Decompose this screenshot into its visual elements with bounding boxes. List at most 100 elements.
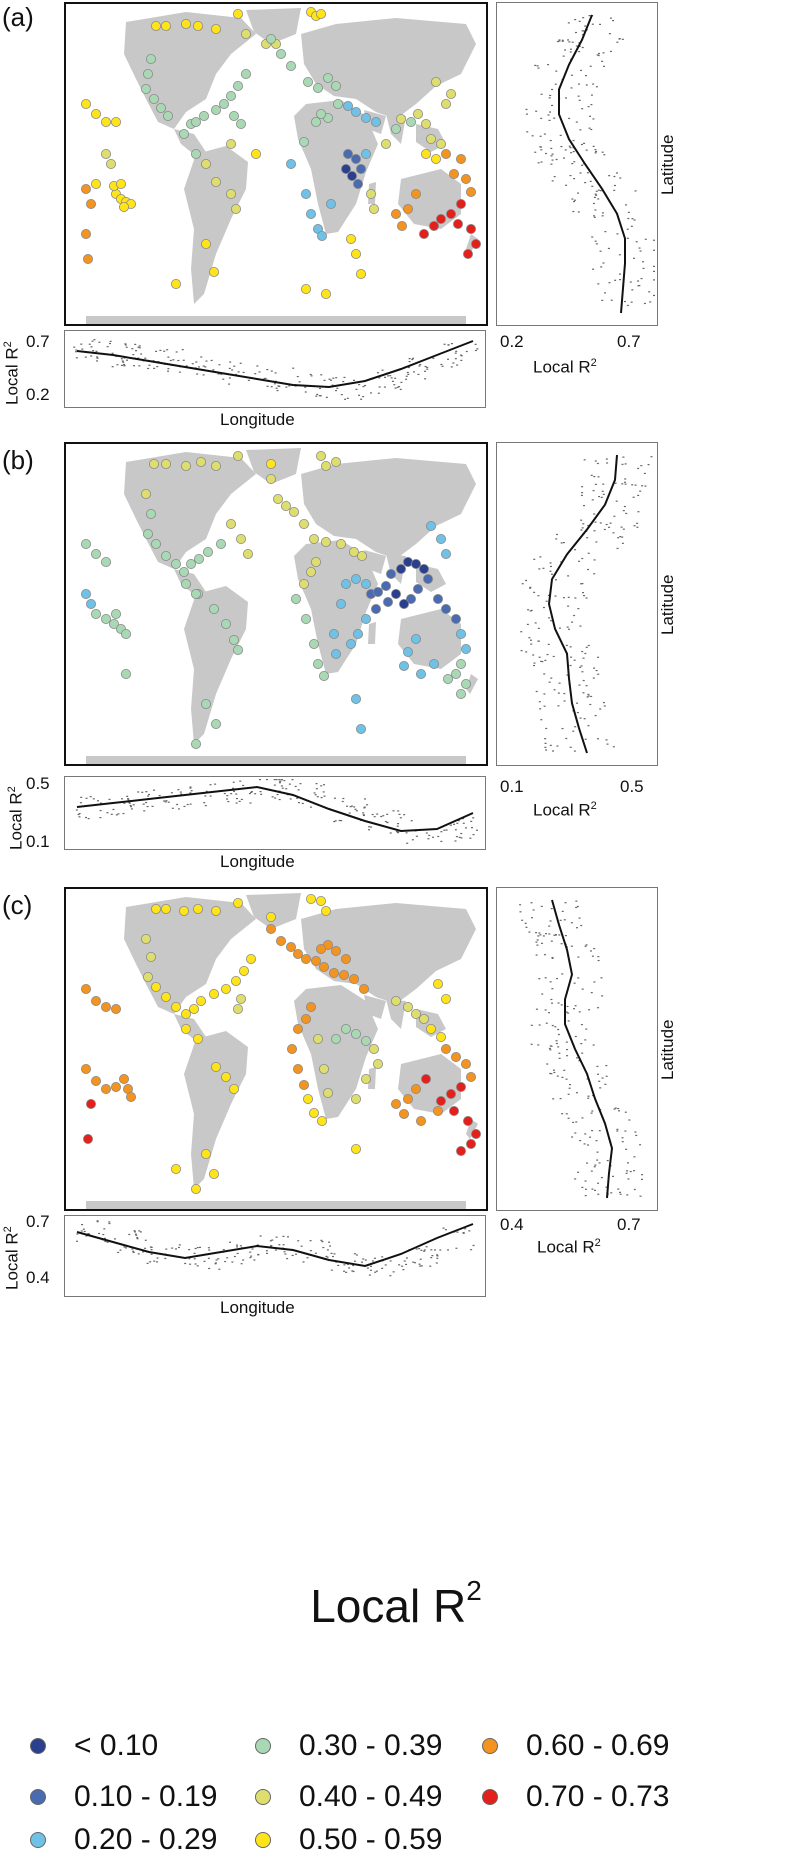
site-point bbox=[412, 109, 423, 120]
scatter-dot bbox=[587, 552, 590, 554]
scatter-dot bbox=[619, 177, 622, 179]
scatter-dot bbox=[352, 1264, 355, 1267]
bottom-tick-bottom-b: 0.1 bbox=[26, 832, 50, 851]
site-point bbox=[448, 168, 459, 179]
scatter-dot bbox=[239, 780, 242, 782]
legend-title-text: Local R bbox=[310, 1580, 467, 1632]
scatter-dot bbox=[621, 483, 624, 485]
scatter-dot bbox=[78, 816, 81, 818]
site-point bbox=[80, 539, 91, 550]
scatter-dot bbox=[177, 808, 180, 810]
scatter-dot bbox=[545, 1022, 548, 1024]
scatter-dot bbox=[399, 817, 402, 819]
scatter-dot bbox=[354, 1260, 357, 1262]
scatter-dot bbox=[521, 583, 524, 585]
scatter-dot bbox=[80, 1230, 83, 1232]
site-point bbox=[316, 1115, 327, 1126]
scatter-dot bbox=[565, 644, 568, 647]
scatter-dot bbox=[549, 562, 552, 564]
scatter-dot bbox=[621, 536, 624, 538]
scatter-dot bbox=[634, 484, 637, 486]
scatter-dot bbox=[549, 744, 552, 746]
scatter-dot bbox=[250, 791, 253, 793]
scatter-dot bbox=[242, 1259, 245, 1261]
scatter-dot bbox=[629, 1170, 632, 1173]
local-r-ylabel-c: Local R2 bbox=[2, 1226, 23, 1290]
scatter-dot bbox=[469, 837, 472, 839]
site-point bbox=[210, 23, 221, 34]
scatter-dot bbox=[590, 1170, 593, 1172]
scatter-dot bbox=[632, 496, 635, 498]
scatter-dot bbox=[567, 1012, 570, 1014]
scatter-dot bbox=[278, 779, 281, 781]
scatter-dot bbox=[330, 379, 333, 381]
scatter-dot bbox=[600, 977, 603, 979]
scatter-dot bbox=[344, 398, 347, 400]
scatter-dot bbox=[592, 202, 595, 205]
scatter-dot bbox=[544, 152, 547, 155]
scatter-dot bbox=[124, 343, 127, 345]
scatter-dot bbox=[603, 154, 606, 156]
scatter-dot bbox=[228, 377, 231, 379]
scatter-dot bbox=[392, 1271, 395, 1273]
scatter-dot bbox=[587, 568, 590, 571]
scatter-dot bbox=[630, 301, 633, 303]
scatter-dot bbox=[568, 145, 571, 147]
scatter-dot bbox=[539, 135, 542, 137]
local-r-sup: 2 bbox=[2, 1226, 14, 1233]
scatter-dot bbox=[520, 650, 523, 652]
scatter-dot bbox=[560, 561, 563, 563]
scatter-dot bbox=[179, 791, 182, 793]
scatter-dot bbox=[362, 814, 365, 817]
scatter-dot bbox=[596, 462, 599, 465]
scatter-dot bbox=[462, 822, 465, 824]
scatter-dot bbox=[590, 94, 593, 96]
legend-label: 0.10 - 0.19 bbox=[74, 1780, 218, 1813]
scatter-dot bbox=[90, 346, 93, 348]
scatter-dot bbox=[342, 797, 345, 800]
scatter-dot bbox=[575, 45, 578, 47]
scatter-dot bbox=[601, 212, 604, 214]
scatter-dot bbox=[649, 301, 652, 303]
scatter-dot bbox=[208, 1249, 211, 1251]
scatter-dot bbox=[550, 1073, 553, 1075]
scatter-dot bbox=[163, 800, 166, 802]
site-point bbox=[460, 643, 471, 654]
site-point bbox=[355, 163, 366, 174]
site-point bbox=[80, 228, 91, 239]
scatter-dot bbox=[138, 365, 141, 367]
scatter-dot bbox=[441, 365, 444, 367]
site-point bbox=[232, 897, 243, 908]
site-point bbox=[360, 1035, 371, 1046]
scatter-dot bbox=[232, 787, 235, 789]
scatter-dot bbox=[366, 804, 369, 806]
scatter-dot bbox=[619, 279, 622, 281]
scatter-dot bbox=[568, 1087, 571, 1089]
scatter-dot bbox=[554, 83, 557, 85]
scatter-dot bbox=[581, 1117, 584, 1119]
scatter-dot bbox=[456, 822, 459, 824]
site-point bbox=[328, 628, 339, 639]
lat-plot-svg-b bbox=[520, 454, 653, 754]
scatter-dot bbox=[82, 1228, 85, 1230]
scatter-dot bbox=[153, 789, 156, 791]
scatter-dot bbox=[602, 483, 605, 485]
legend-swatch bbox=[255, 1738, 271, 1754]
site-point bbox=[232, 9, 243, 19]
scatter-dot bbox=[594, 149, 597, 151]
land-south-america bbox=[184, 146, 248, 304]
local-r-text: Local R bbox=[2, 1232, 22, 1290]
latitude-profile-a bbox=[496, 2, 658, 326]
scatter-dot bbox=[196, 1246, 199, 1249]
scatter-dot bbox=[336, 387, 339, 389]
scatter-dot bbox=[582, 30, 585, 32]
scatter-dot bbox=[349, 806, 352, 808]
site-point bbox=[412, 583, 423, 594]
scatter-dot bbox=[108, 798, 111, 801]
scatter-dot bbox=[415, 1248, 418, 1250]
scatter-dot bbox=[276, 793, 279, 796]
scatter-dot bbox=[537, 162, 540, 164]
scatter-dot bbox=[202, 374, 205, 376]
scatter-dot bbox=[565, 1113, 568, 1115]
scatter-dot bbox=[136, 1238, 139, 1240]
